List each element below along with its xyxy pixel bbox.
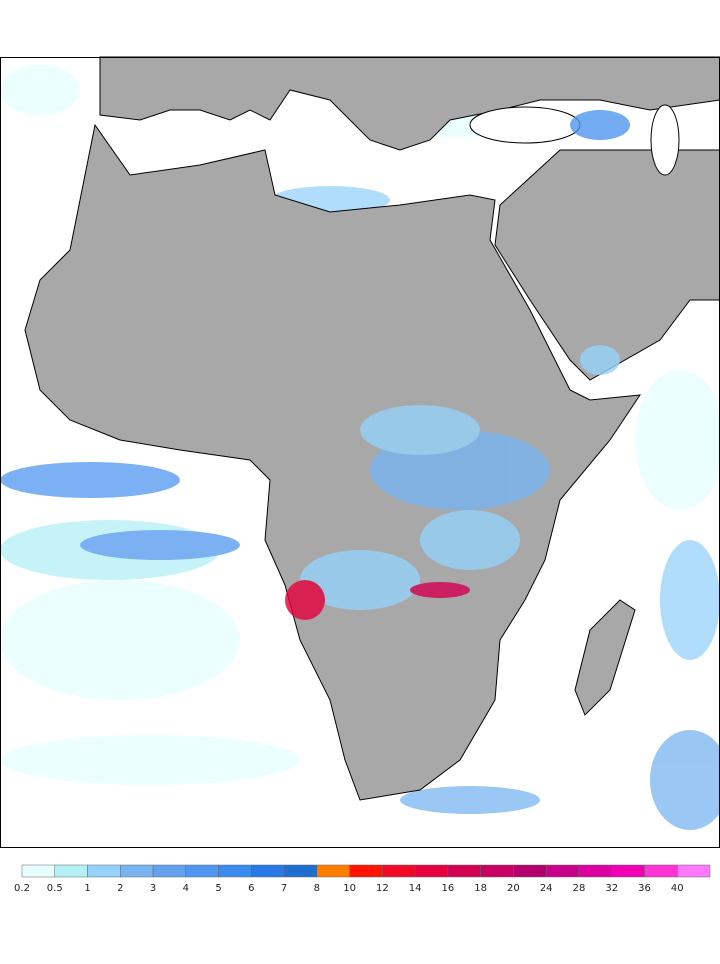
color-box bbox=[251, 864, 285, 878]
color-box bbox=[218, 864, 252, 878]
color-box bbox=[644, 864, 678, 878]
level-label: 6 bbox=[248, 883, 254, 894]
color-box bbox=[283, 864, 318, 878]
colorbar: 0.2 0.5 1 2 3 4 5 6 7 8 10 12 14 16 18 20 24 28 32 36 40 bbox=[14, 864, 711, 894]
color-box bbox=[152, 864, 187, 878]
black-sea bbox=[469, 106, 581, 144]
ocean-precip bbox=[0, 65, 720, 830]
level-label: 12 bbox=[376, 883, 389, 894]
color-box bbox=[54, 864, 88, 878]
color-box bbox=[120, 864, 154, 878]
level-label: 2 bbox=[117, 883, 123, 894]
color-box bbox=[447, 864, 481, 878]
color-box bbox=[21, 864, 56, 878]
level-label: 1 bbox=[84, 883, 90, 894]
level-label: 3 bbox=[150, 883, 156, 894]
africa bbox=[24, 123, 642, 801]
color-box bbox=[87, 864, 121, 878]
caspian-sea bbox=[650, 104, 680, 176]
color-box bbox=[349, 864, 383, 878]
color-box bbox=[185, 864, 219, 878]
color-box bbox=[545, 864, 580, 878]
level-label: 0.2 bbox=[14, 883, 30, 894]
level-label: 40 bbox=[671, 883, 684, 894]
color-box bbox=[611, 864, 645, 878]
map bbox=[0, 56, 720, 848]
land bbox=[24, 56, 720, 801]
land-precip bbox=[285, 110, 630, 620]
level-label: 4 bbox=[183, 883, 189, 894]
color-box bbox=[578, 864, 612, 878]
level-label: 0.5 bbox=[47, 883, 63, 894]
level-label: 24 bbox=[540, 883, 553, 894]
color-box bbox=[414, 864, 449, 878]
color-box bbox=[382, 864, 416, 878]
level-label: 5 bbox=[215, 883, 221, 894]
color-box bbox=[676, 864, 711, 878]
color-box bbox=[513, 864, 547, 878]
level-label: 14 bbox=[409, 883, 422, 894]
level-label: 20 bbox=[507, 883, 520, 894]
level-label: 18 bbox=[474, 883, 487, 894]
level-label: 10 bbox=[343, 883, 356, 894]
madagascar bbox=[574, 599, 636, 716]
level-label: 8 bbox=[314, 883, 320, 894]
level-label: 32 bbox=[605, 883, 618, 894]
level-label: 16 bbox=[442, 883, 455, 894]
color-box bbox=[480, 864, 514, 878]
europe bbox=[99, 56, 720, 151]
level-label: 36 bbox=[638, 883, 651, 894]
color-box bbox=[316, 864, 350, 878]
level-label: 28 bbox=[573, 883, 586, 894]
level-label: 7 bbox=[281, 883, 287, 894]
